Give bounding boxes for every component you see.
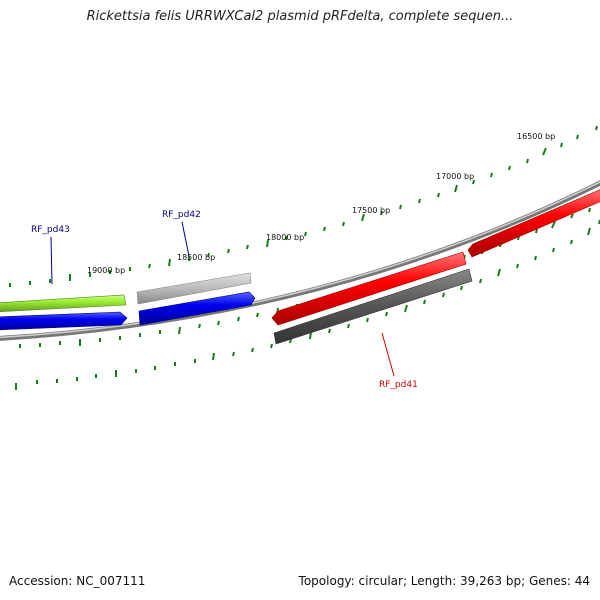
gene-forward-blue[interactable] [138, 291, 256, 326]
label-leader-RF_pd43 [50, 236, 53, 285]
gene-RF_pd41-dark[interactable] [273, 268, 473, 345]
accession-label: Accession: NC_007111 [9, 574, 146, 588]
plasmid-backbone-highlight [0, 181, 600, 339]
gene-reverse-blue-left[interactable] [0, 311, 128, 331]
gene-RF_pd42-gray[interactable] [136, 272, 252, 305]
tick-label: 19000 bp [87, 266, 125, 275]
tick-label: 16500 bp [517, 132, 555, 141]
gene-forward-red-left[interactable] [271, 251, 467, 326]
gene-label-RF_pd42[interactable]: RF_pd42 [162, 210, 201, 220]
tick-label: 18000 bp [266, 233, 304, 242]
label-leader-RF_pd42 [181, 221, 190, 257]
lower-tick-row [15, 219, 600, 390]
gene-RF_pd43-green[interactable] [0, 294, 127, 313]
plasmid-backbone [0, 180, 600, 341]
topology-summary: Topology: circular; Length: 39,263 bp; G… [298, 574, 590, 588]
gene-label-RF_pd43[interactable]: RF_pd43 [31, 225, 70, 235]
map-title: Rickettsia felis URRWXCal2 plasmid pRFde… [86, 9, 514, 24]
outer-tick-row [9, 125, 598, 287]
tick-label: 17000 bp [436, 172, 474, 181]
gene-forward-red-right[interactable] [467, 188, 600, 258]
tick-label: 18500 bp [177, 253, 215, 262]
gene-label-RF_pd41[interactable]: RF_pd41 [379, 380, 418, 390]
tick-label: 17500 bp [352, 206, 390, 215]
label-leader-RF_pd41 [381, 332, 395, 377]
